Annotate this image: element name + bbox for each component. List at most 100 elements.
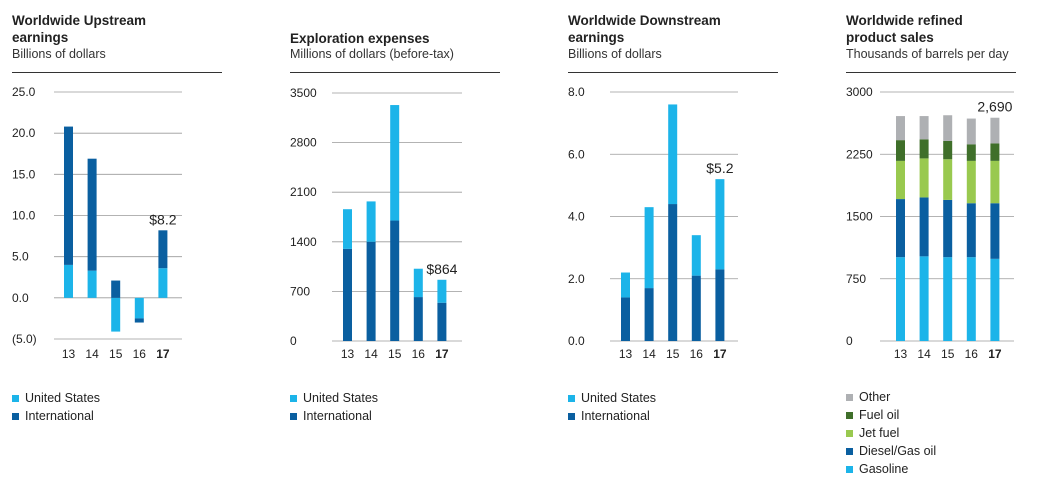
- category-label: 15: [109, 347, 123, 361]
- bar-segment: [64, 264, 73, 298]
- legend-swatch: [846, 447, 853, 455]
- bar-segment: [691, 275, 701, 341]
- bar-segment: [134, 318, 144, 323]
- legend-item: Fuel oil: [846, 406, 936, 424]
- category-label: 16: [412, 347, 426, 361]
- exploration-plot: 3500 2800 2100 1400 700 0 13 14 15 16 17 $864: [290, 86, 462, 361]
- y-tick-label: 1500: [846, 210, 873, 224]
- bar-segment: [943, 257, 953, 341]
- y-tick-label: 15.0: [12, 167, 36, 181]
- legend-swatch: [568, 412, 575, 420]
- category-label: 17: [713, 347, 727, 361]
- category-label: 15: [388, 347, 402, 361]
- y-tick-label: 1400: [290, 235, 317, 249]
- legend-item: United States: [568, 389, 656, 407]
- category-label: 13: [62, 347, 76, 361]
- upstream-plot: 25.0 20.0 15.0 10.0 5.0 0.0 (5.0) 13 14 15 16 17 $8.…: [12, 85, 182, 361]
- y-tick-label: 2.0: [568, 272, 585, 286]
- bar-segment: [715, 269, 725, 341]
- bar-segment: [644, 207, 654, 289]
- y-tick-label: 2250: [846, 147, 873, 161]
- category-label: 14: [364, 347, 378, 361]
- legend-item: Other: [846, 388, 936, 406]
- bar-segment: [437, 302, 447, 341]
- total-annotation: $8.2: [149, 211, 176, 227]
- y-tick-label: 3000: [846, 85, 873, 99]
- bar-segment: [158, 230, 168, 269]
- legend-swatch: [846, 393, 853, 401]
- chart-legend: United States International: [12, 389, 100, 425]
- y-tick-label: 2100: [290, 185, 317, 199]
- chart-legend: United States International: [568, 389, 656, 425]
- legend-swatch: [290, 394, 297, 402]
- legend-label: Fuel oil: [859, 408, 900, 422]
- bar-segment: [366, 241, 376, 341]
- y-tick-label: 8.0: [568, 85, 585, 99]
- bar-segment: [896, 140, 905, 161]
- bar-segment: [919, 116, 929, 140]
- exploration-expenses-chart: Exploration expenses Millions of dollars…: [290, 0, 505, 474]
- legend-item: International: [568, 407, 656, 425]
- title-rule: [568, 72, 778, 73]
- bar-segment: [64, 126, 73, 265]
- legend-swatch: [846, 411, 853, 419]
- downstream-plot: 8.0 6.0 4.0 2.0 0.0 13 14 15 16 17 $5.2: [568, 85, 738, 361]
- bar-segment: [966, 144, 976, 161]
- bar-segment: [990, 117, 1000, 144]
- chart-subtitle: Thousands of barrels per day: [846, 47, 1009, 61]
- category-label: 13: [894, 347, 908, 361]
- y-tick-label: 700: [290, 284, 310, 298]
- category-label: 17: [435, 347, 449, 361]
- y-tick-label: 0: [846, 334, 853, 348]
- refined-product-sales-chart: Worldwide refined product sales Thousand…: [846, 0, 1041, 476]
- bar-segment: [87, 158, 97, 271]
- bar-segment: [343, 209, 352, 249]
- legend-swatch: [12, 412, 19, 420]
- bar-segment: [668, 104, 678, 205]
- category-label: 13: [341, 347, 355, 361]
- bar-segment: [966, 118, 976, 145]
- legend-swatch: [290, 412, 297, 420]
- category-label: 17: [156, 347, 170, 361]
- legend-item: International: [290, 407, 378, 425]
- legend-item: Gasoline: [846, 460, 936, 478]
- chart-subtitle: Billions of dollars: [12, 47, 106, 61]
- chart-title: Exploration expenses: [290, 31, 430, 46]
- bar-segment: [621, 272, 630, 298]
- legend-item: United States: [290, 389, 378, 407]
- legend-item: United States: [12, 389, 100, 407]
- title-rule: [290, 72, 500, 73]
- bar-segment: [87, 270, 97, 298]
- bar-segment: [919, 158, 929, 198]
- category-label: 14: [917, 347, 931, 361]
- chart-title: Worldwide Downstream earnings: [568, 13, 721, 45]
- bar-segment: [896, 160, 905, 200]
- bar-segment: [990, 203, 1000, 259]
- bar-segment: [111, 297, 121, 332]
- y-tick-label: 0.0: [568, 334, 585, 348]
- bar-segment: [919, 139, 929, 159]
- y-tick-label: 6.0: [568, 147, 585, 161]
- y-tick-label: 3500: [290, 86, 317, 100]
- bar-segment: [943, 159, 953, 200]
- legend-item: Diesel/Gas oil: [846, 442, 936, 460]
- y-tick-label: 10.0: [12, 209, 36, 223]
- category-label: 16: [965, 347, 979, 361]
- legend-label: Other: [859, 390, 891, 404]
- category-label: 16: [690, 347, 704, 361]
- bar-segment: [390, 105, 400, 221]
- bar-segment: [343, 248, 352, 341]
- y-tick-label: 0: [290, 334, 297, 348]
- y-tick-label: 4.0: [568, 210, 585, 224]
- y-tick-label: 5.0: [12, 250, 29, 264]
- y-tick-label: 2800: [290, 136, 317, 150]
- bar-segment: [621, 297, 630, 341]
- legend-label: International: [25, 409, 94, 423]
- bar-segment: [966, 203, 976, 258]
- bar-segment: [990, 160, 1000, 204]
- chart-title: Worldwide refined product sales: [846, 13, 963, 45]
- chart-title: Worldwide Upstream earnings: [12, 13, 147, 45]
- legend-label: United States: [25, 391, 101, 405]
- legend-item: International: [12, 407, 100, 425]
- bar-segment: [691, 235, 701, 276]
